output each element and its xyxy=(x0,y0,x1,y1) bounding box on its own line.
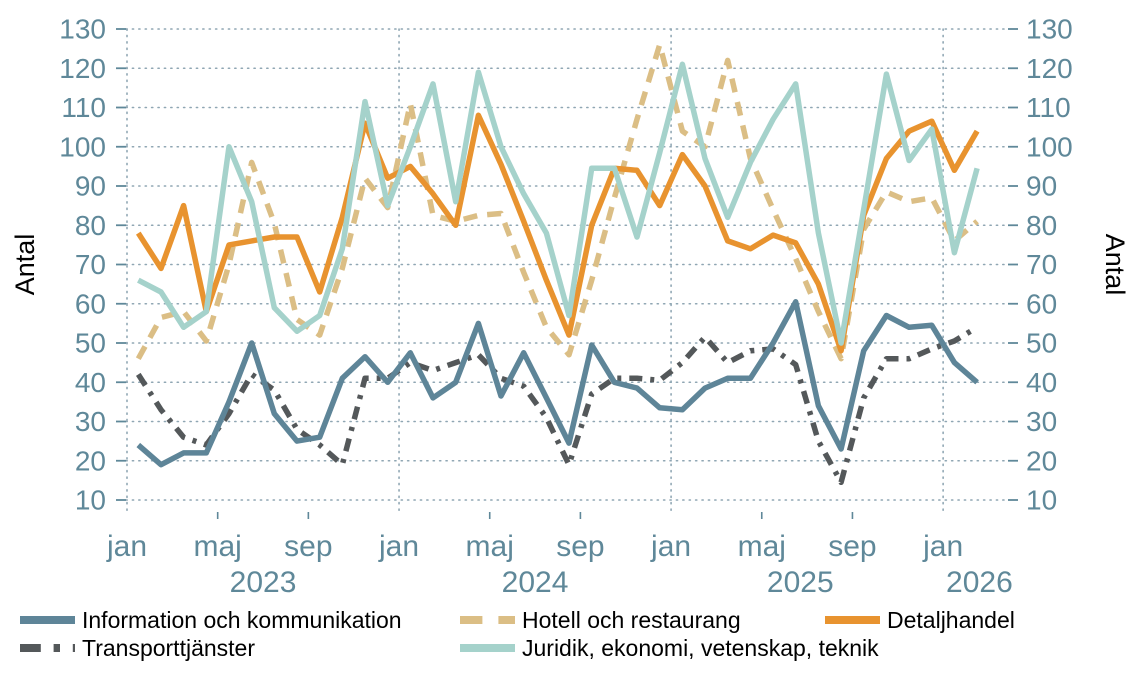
legend-item-hotell: Hotell och restaurang xyxy=(460,607,741,633)
ytick-label-left: 70 xyxy=(75,249,106,280)
legend-label-info: Information och kommunikation xyxy=(82,607,402,633)
ytick-label-left: 40 xyxy=(75,367,106,398)
ytick-label-right: 20 xyxy=(1026,445,1057,476)
y-axis-title-left: Antal xyxy=(10,234,40,296)
grid: 10 10 20 20 30 30 40 40 50 50 60 60 70 70 80 80 90 90 100 1… xyxy=(59,14,1072,516)
legend: Information och kommunikation Hotell och … xyxy=(20,607,1015,661)
ytick-label-right: 80 xyxy=(1026,210,1057,241)
ytick-label-right: 130 xyxy=(1026,14,1073,45)
xtick-label-year: 2026 xyxy=(946,566,1013,599)
xtick-label-month: jan xyxy=(650,530,691,563)
legend-item-detaljhandel: Detaljhandel xyxy=(825,607,1015,633)
series-line-detaljhandel xyxy=(135,112,980,354)
ytick-label-right: 10 xyxy=(1026,485,1057,516)
y-axis-title-right: Antal xyxy=(1100,234,1130,296)
xtick-label-year: 2023 xyxy=(230,566,297,599)
xtick-label-month: jan xyxy=(378,530,419,563)
series-lines xyxy=(135,41,980,486)
legend-label-transport: Transporttjänster xyxy=(82,635,255,661)
legend-item-transport: Transporttjänster xyxy=(20,635,255,661)
ytick-label-left: 130 xyxy=(59,14,106,45)
ytick-label-left: 50 xyxy=(75,328,106,359)
ytick-label-right: 50 xyxy=(1026,328,1057,359)
ytick-label-right: 90 xyxy=(1026,171,1057,202)
series-line-transport xyxy=(135,324,979,486)
ytick-label-right: 40 xyxy=(1026,367,1057,398)
xtick-label-month: maj xyxy=(466,530,514,563)
ytick-label-right: 100 xyxy=(1026,131,1073,162)
ytick-label-left: 10 xyxy=(75,485,106,516)
legend-label-hotell: Hotell och restaurang xyxy=(522,607,741,633)
xtick-label-month: sep xyxy=(828,530,876,563)
x-axis: jan maj sep jan maj sep jan maj sep jan 2023 2024 20… xyxy=(106,28,1013,599)
xtick-label-month: sep xyxy=(284,530,332,563)
ytick-label-left: 80 xyxy=(75,210,106,241)
ytick-label-right: 30 xyxy=(1026,406,1057,437)
xtick-label-year: 2024 xyxy=(502,566,569,599)
ytick-label-left: 60 xyxy=(75,288,106,319)
series-line-info xyxy=(136,299,979,468)
ytick-label-left: 20 xyxy=(75,445,106,476)
ytick-label-left: 120 xyxy=(59,53,106,84)
xtick-label-month: jan xyxy=(922,530,963,563)
legend-item-info: Information och kommunikation xyxy=(20,607,402,633)
legend-item-juridik: Juridik, ekonomi, vetenskap, teknik xyxy=(460,635,879,661)
ytick-label-left: 90 xyxy=(75,171,106,202)
legend-label-juridik: Juridik, ekonomi, vetenskap, teknik xyxy=(522,635,879,661)
ytick-label-right: 60 xyxy=(1026,288,1057,319)
xtick-label-month: jan xyxy=(106,530,147,563)
ytick-label-left: 110 xyxy=(61,92,106,123)
series-line-juridik xyxy=(137,61,980,346)
ytick-label-right: 70 xyxy=(1026,249,1057,280)
ytick-label-right: 110 xyxy=(1026,92,1071,123)
ytick-label-right: 120 xyxy=(1026,53,1073,84)
ytick-label-left: 100 xyxy=(59,131,106,162)
xtick-label-month: maj xyxy=(738,530,786,563)
xtick-label-year: 2025 xyxy=(767,566,834,599)
ytick-label-left: 30 xyxy=(75,406,106,437)
legend-label-detaljhandel: Detaljhandel xyxy=(887,607,1015,633)
xtick-label-month: sep xyxy=(556,530,604,563)
xtick-label-month: maj xyxy=(194,530,242,563)
